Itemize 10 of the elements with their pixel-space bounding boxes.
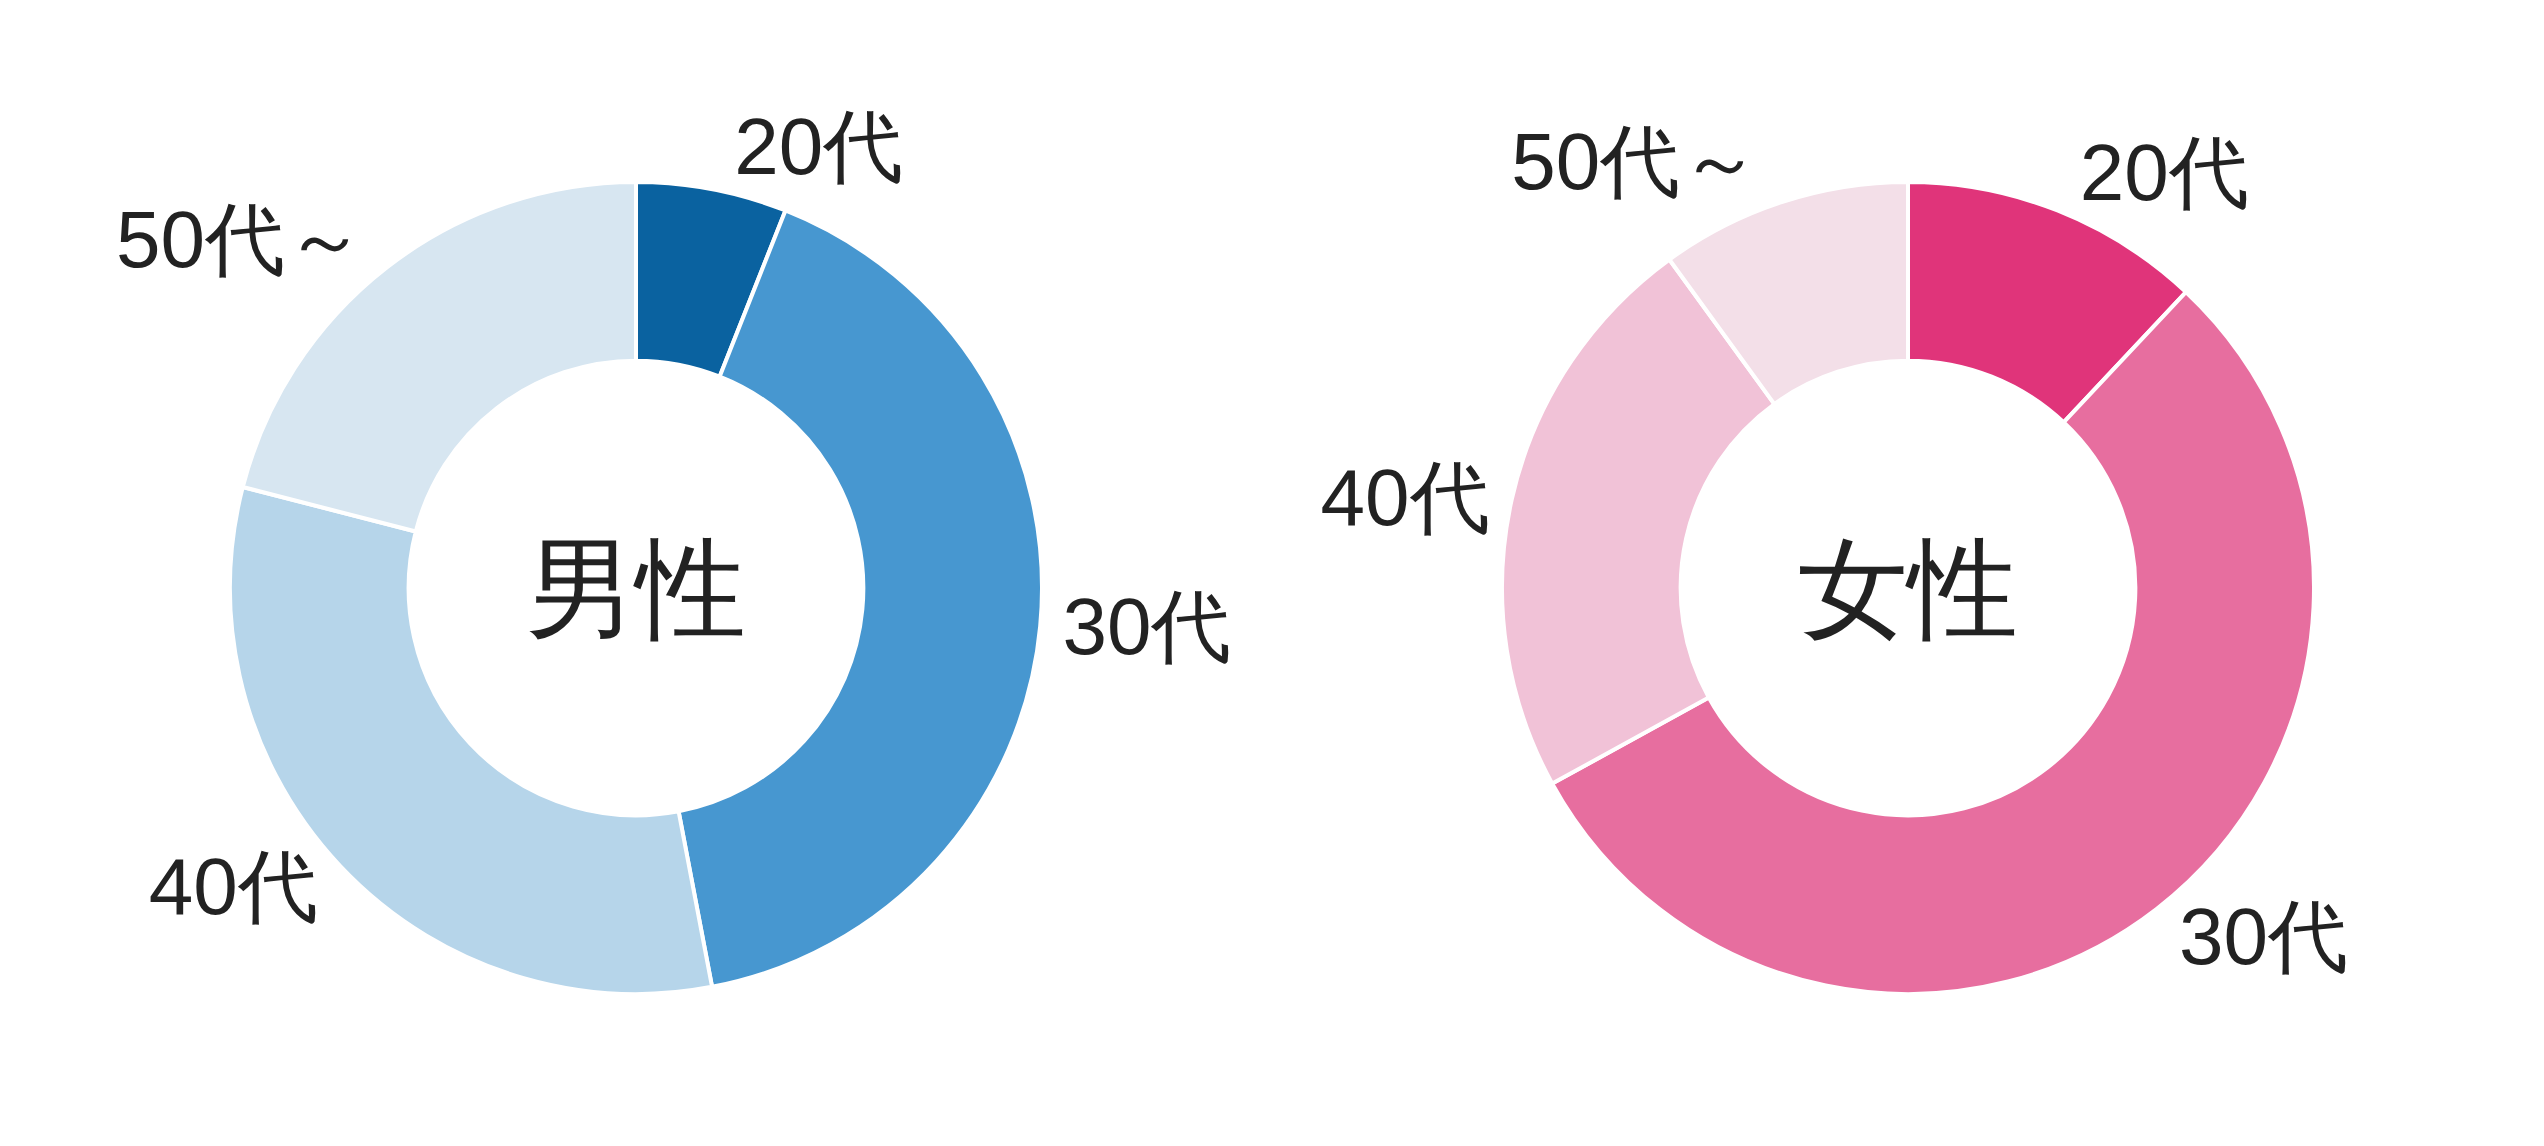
slice-label: 20代 xyxy=(734,101,904,191)
text: 男性 xyxy=(526,527,746,650)
slice-label: 50代～ xyxy=(1511,117,1761,207)
slice-label: 20代 xyxy=(2079,127,2249,217)
slice-label: 50代～ xyxy=(115,194,365,284)
slice-label: 40代 xyxy=(148,842,318,932)
text: 女性 xyxy=(1798,527,2018,650)
slice-label: 40代 xyxy=(1320,452,1490,542)
slice-label: 30代 xyxy=(2179,892,2349,982)
slice-label: 30代 xyxy=(1062,582,1232,672)
